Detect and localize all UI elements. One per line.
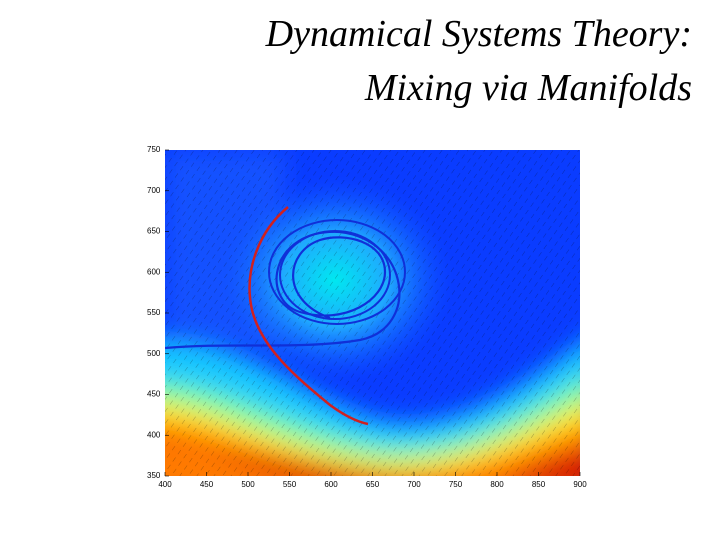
axes: 400 450 500 550 600 650 700 750 800 850 9003504004… [147,145,587,489]
y-tick-label: 550 [147,308,161,317]
y-tick-label: 500 [147,349,161,358]
y-tick-label: 350 [147,471,161,480]
x-tick-label: 750 [449,480,463,489]
y-tick-label: 450 [147,390,161,399]
x-tick-label: 700 [407,480,421,489]
field-image [165,150,580,476]
title-line: Mixing via Manifolds [364,67,692,109]
x-tick-label: 600 [324,480,338,489]
x-tick-label: 500 [241,480,255,489]
x-tick-label: 400 [158,480,172,489]
x-tick-label: 850 [532,480,546,489]
x-tick-label: 800 [490,480,504,489]
y-tick-label: 600 [147,267,161,276]
y-tick-label: 750 [147,145,161,154]
y-tick-label: 650 [147,227,161,236]
x-tick-label: 450 [200,480,214,489]
x-tick-label: 550 [283,480,297,489]
y-tick-label: 400 [147,430,161,439]
x-tick-label: 650 [366,480,380,489]
x-tick-label: 900 [573,480,587,489]
y-tick-label: 700 [147,186,161,195]
title-line: Dynamical Systems Theory: [265,13,692,55]
